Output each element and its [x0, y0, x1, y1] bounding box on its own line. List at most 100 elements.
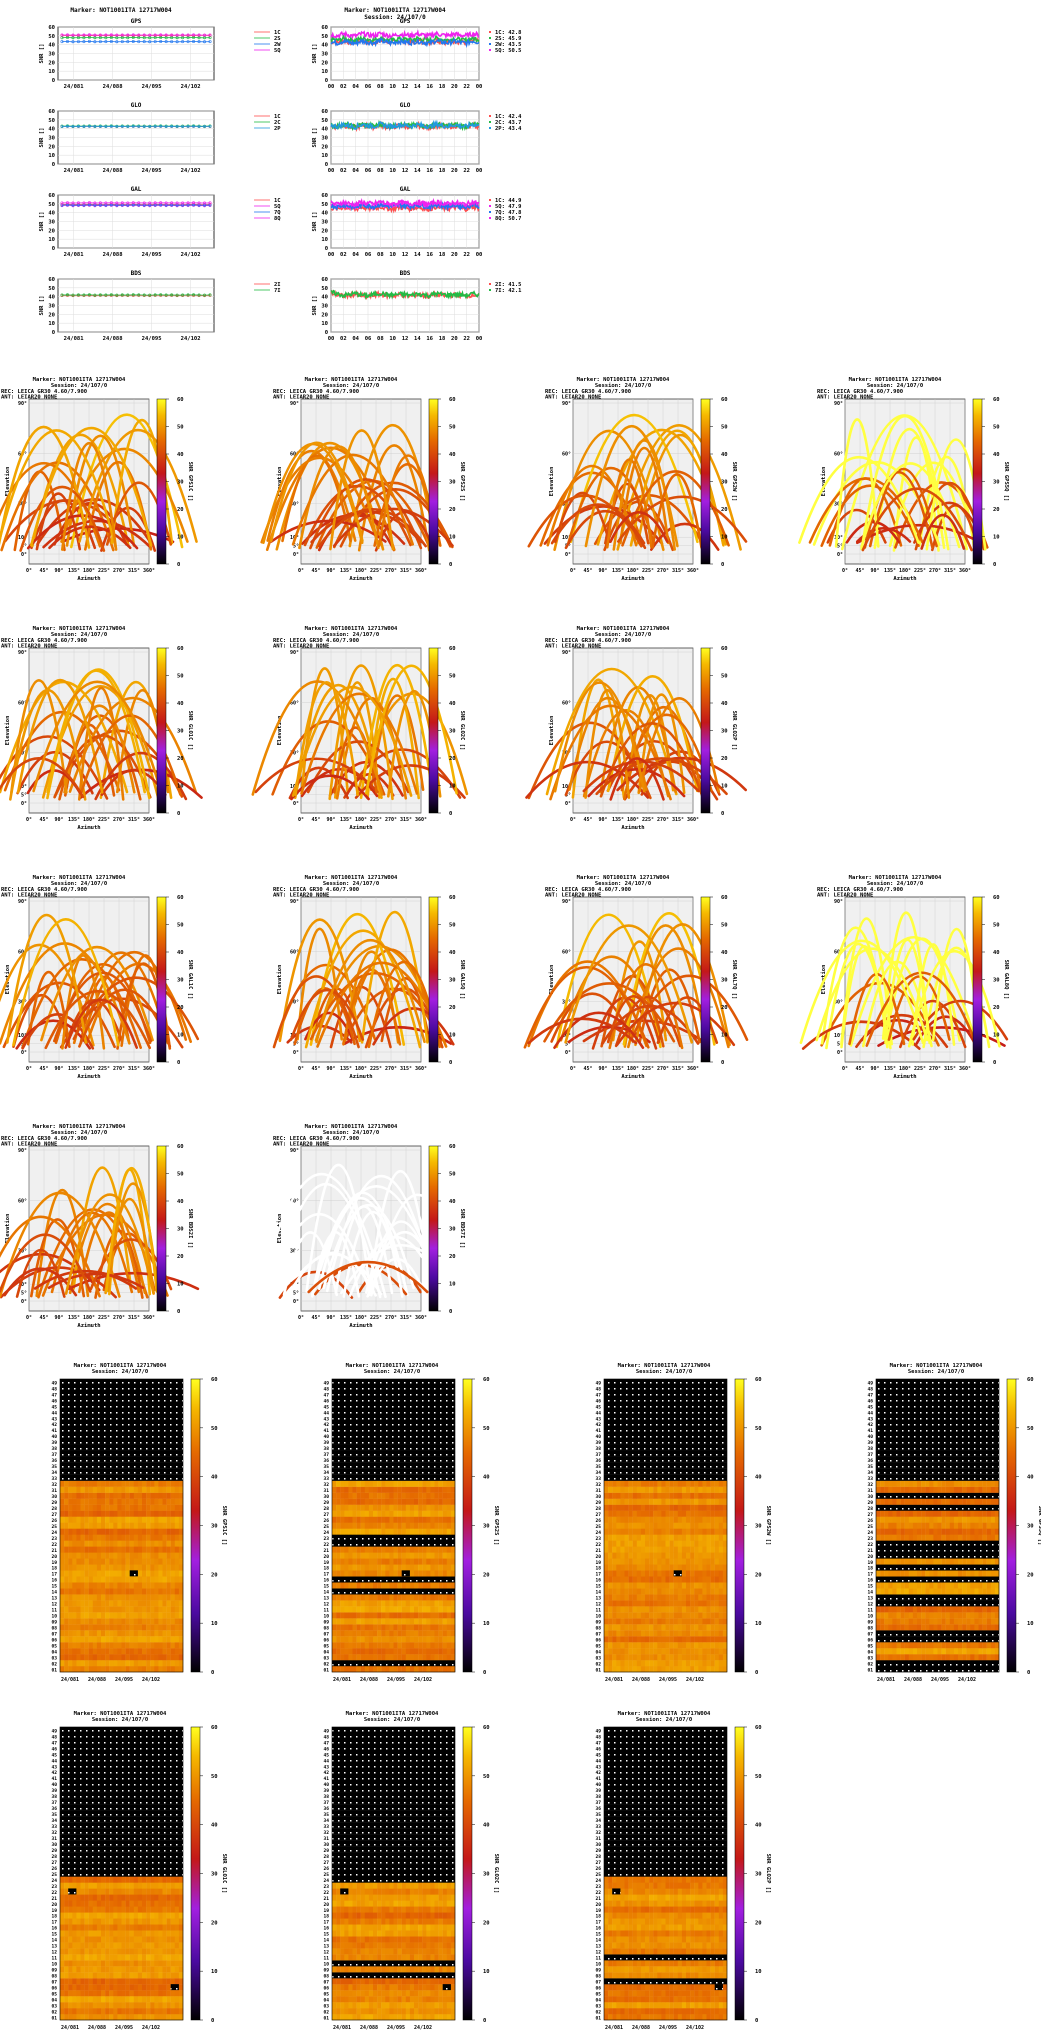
heatmap-cell: [978, 1606, 983, 1613]
heatmap-cell: [409, 1630, 415, 1637]
heatmap-cell: [434, 1486, 439, 1493]
heatmap-cell: [105, 1546, 110, 1553]
heatmap-cell: [690, 1642, 695, 1649]
heatmap-cell: [80, 1594, 85, 1601]
heatmap-cell: [170, 1570, 175, 1577]
heatmap-cell: [896, 1624, 901, 1631]
heatmap-cell: [76, 1606, 81, 1613]
heatmap-cell: [422, 1516, 427, 1523]
heatmap-cell: [162, 1558, 167, 1565]
y-tick-label: 20: [48, 144, 55, 150]
y-tick-label: 20: [48, 312, 55, 318]
missing-prn-row: [604, 1390, 727, 1398]
heatmap-cell: [409, 1486, 415, 1493]
heatmap-cell: [142, 1498, 147, 1505]
heatmap-cell: [405, 1666, 411, 1673]
azimuth-tick: 90°: [326, 1066, 335, 1072]
data-point: [82, 40, 86, 44]
heatmap-cell: [438, 1606, 443, 1613]
prn-label: 11: [867, 1608, 873, 1614]
heatmap-cell: [129, 1558, 134, 1565]
heatmap-cell: [714, 1600, 719, 1607]
plot-title: GPS: [400, 18, 411, 25]
heatmap-cell: [677, 1522, 683, 1529]
heatmap-cell: [92, 1612, 98, 1619]
heatmap-cell: [109, 1588, 114, 1595]
heatmap-cell: [352, 1582, 357, 1589]
heatmap-cell: [628, 1534, 633, 1541]
heatmap-cell: [706, 1642, 711, 1649]
heatmap-cell: [174, 1522, 180, 1529]
satellite-track: [304, 929, 422, 1049]
heatmap-cell: [121, 1492, 126, 1499]
heatmap-cell: [377, 1654, 382, 1661]
heatmap-cell: [706, 1636, 711, 1643]
heatmap-cell: [414, 1528, 419, 1535]
heatmap-cell: [105, 1486, 110, 1493]
heatmap-cell: [162, 1570, 167, 1577]
missing-prn-row: [60, 1396, 183, 1404]
heatmap-cell: [426, 1528, 431, 1535]
heatmap-cell: [80, 1606, 85, 1613]
heatmap-cell: [896, 1648, 901, 1655]
heatmap-cell: [80, 1558, 85, 1565]
heatmap-cell: [80, 1666, 85, 1673]
azimuth-tick: 135°: [612, 1066, 624, 1072]
satellite-track: [0, 1233, 92, 1293]
heatmap-cell: [710, 1606, 715, 1613]
heatmap-cell: [681, 1666, 687, 1673]
heatmap-cell: [178, 1480, 184, 1487]
colorbar-tick-label: 20: [721, 756, 728, 762]
heatmap-cell: [154, 1648, 159, 1655]
heatmap-cell: [150, 1510, 155, 1517]
data-point: [76, 40, 80, 44]
y-tick-label: 50: [48, 118, 55, 124]
heatmap-cell: [364, 1648, 370, 1655]
heatmap-cell: [154, 1666, 159, 1673]
heatmap-cell: [661, 1606, 666, 1613]
heatmap-cell: [632, 1654, 637, 1661]
heatmap-cell: [80, 1510, 85, 1517]
heatmap-cell: [154, 1588, 159, 1595]
prn-label: 14: [51, 1590, 57, 1596]
heatmap-cell: [336, 1558, 341, 1565]
missing-prn-row: [604, 1432, 727, 1439]
heatmap-cell: [174, 1636, 180, 1643]
heatmap-cell: [422, 1528, 427, 1535]
data-point: [60, 293, 64, 297]
heatmap-cell: [368, 1510, 374, 1517]
heatmap-cell: [430, 1642, 435, 1649]
prn-label: 10: [867, 1614, 873, 1620]
data-point: [126, 40, 130, 44]
heatmap-cell: [158, 1600, 163, 1607]
heatmap-cell: [80, 1576, 85, 1583]
heatmap-cell: [438, 1630, 443, 1637]
colorbar-tick-label: 0: [721, 562, 724, 568]
heatmap-cell: [113, 1540, 118, 1547]
heatmap-cell: [604, 1660, 609, 1667]
heatmap-cell: [121, 1630, 126, 1637]
heatmap-cell: [121, 1534, 126, 1541]
satellite-track: [920, 514, 966, 550]
heatmap-cell: [422, 1504, 427, 1511]
prn-label: 21: [595, 1548, 601, 1554]
heatmap-cell: [381, 1522, 386, 1529]
prn-label: 01: [323, 1667, 329, 1673]
heatmap-cell: [661, 1618, 666, 1625]
elevation-tick: 0°: [21, 1050, 27, 1056]
heatmap-cell: [340, 1522, 345, 1529]
heatmap-cell: [657, 1492, 662, 1499]
heatmap-cell: [653, 1504, 658, 1511]
heatmap-cell: [64, 1546, 69, 1553]
heatmap-cell: [657, 1666, 662, 1673]
prn-label: 13: [51, 1596, 57, 1602]
heatmap-cell: [166, 1612, 171, 1619]
heatmap-cell: [178, 1492, 184, 1499]
heatmap-cell: [669, 1552, 674, 1559]
heatmap-cell: [681, 1606, 687, 1613]
heatmap-cell: [645, 1654, 650, 1661]
prn-label: 37: [51, 1452, 57, 1458]
heatmap-cell: [340, 1486, 345, 1493]
skyplot-session: Session: 24/107/0: [323, 632, 379, 638]
skyplot-antenna: ANT: LEIAR20 NONE: [817, 893, 873, 899]
